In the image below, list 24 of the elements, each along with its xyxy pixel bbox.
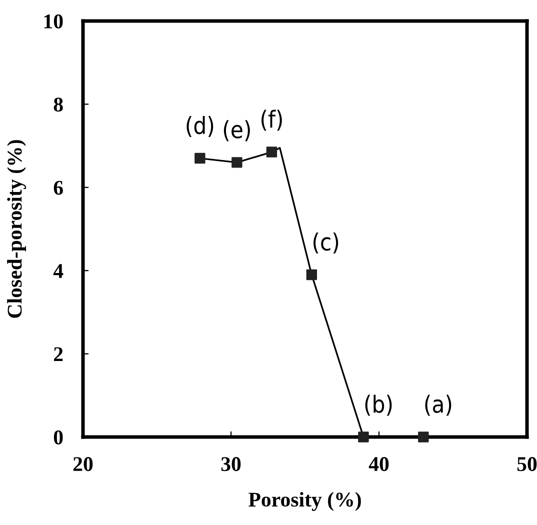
- point: [232, 157, 242, 168]
- point: [306, 269, 318, 280]
- annotation: (c): [313, 232, 338, 254]
- point: [358, 432, 369, 442]
- y-tick-label: 10: [44, 14, 63, 28]
- y-axis-title: Closed-porosity (%): [7, 140, 26, 318]
- annotation: (e): [224, 120, 250, 142]
- y-tick-label: 0: [54, 430, 63, 444]
- x-axis-title: Porosity (%): [248, 492, 361, 511]
- x-tick-label: 30: [221, 457, 241, 472]
- y-tick-label: 8: [54, 98, 63, 112]
- point: [418, 432, 429, 442]
- point: [194, 152, 206, 164]
- annotation: (f): [261, 110, 282, 131]
- x-tick-label: 20: [73, 457, 93, 472]
- x-tick-label: 40: [368, 457, 389, 472]
- annotation: (a): [425, 394, 452, 416]
- x-tick-label: 50: [517, 457, 537, 472]
- y-tick-label: 6: [54, 180, 63, 195]
- annotation: (d): [186, 116, 214, 138]
- point: [266, 146, 278, 158]
- y-tick-label: 2: [54, 347, 63, 362]
- annotation: (b): [365, 394, 392, 416]
- y-tick-label: 4: [53, 264, 64, 278]
